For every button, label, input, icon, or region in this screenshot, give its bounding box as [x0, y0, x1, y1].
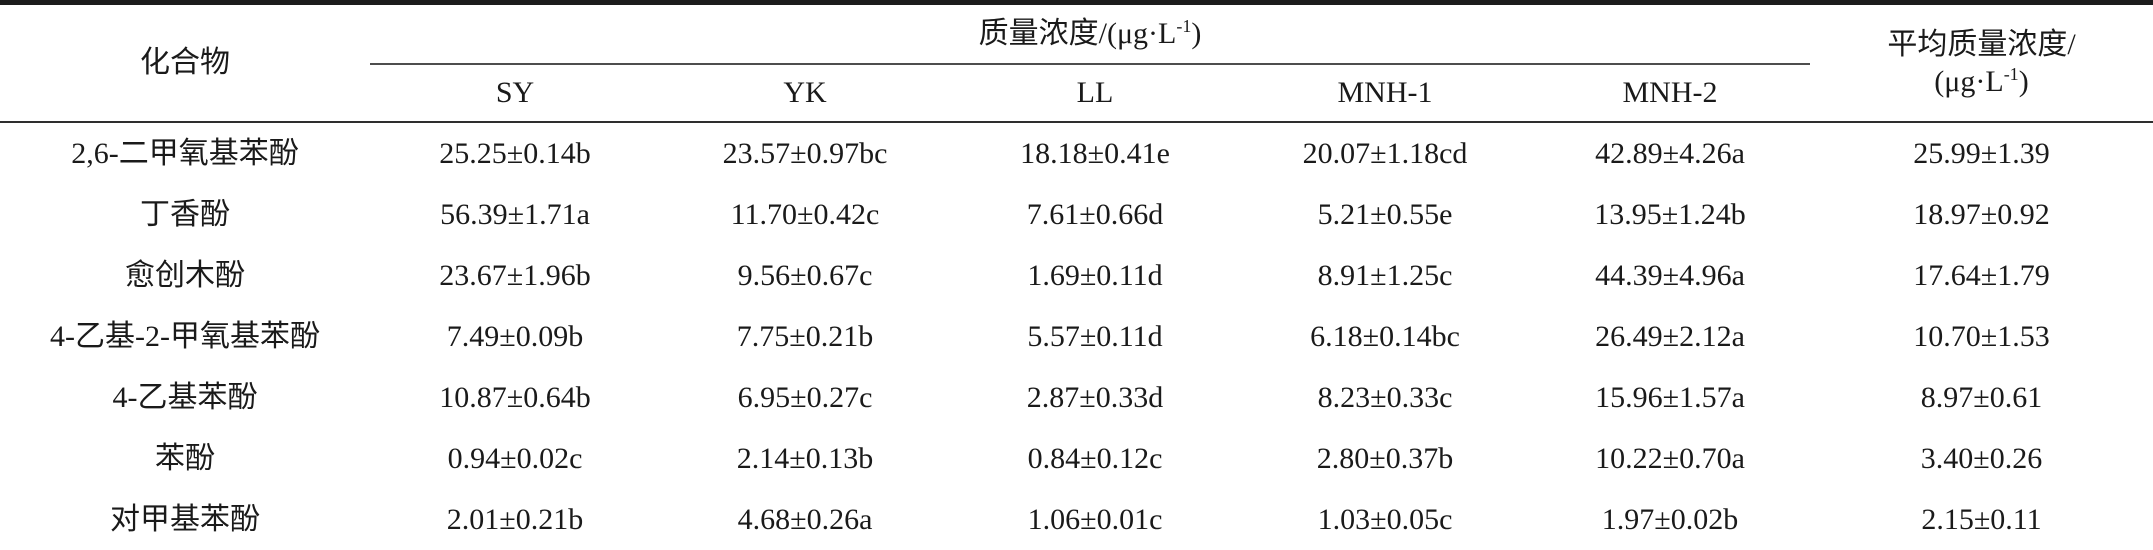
mean-cell: 2.15±0.11 [1921, 502, 2042, 536]
concentration-cell: 56.39±1.71a [440, 197, 590, 231]
concentration-cell: 26.49±2.12a [1595, 319, 1745, 353]
header-row-group: 化合物 质量浓度/(μg·L-1) 平均质量浓度/ (μg·L-1) [0, 2, 2153, 123]
concentration-cell: 42.89±4.26a [1595, 136, 1745, 170]
concentration-cell: 7.49±0.09b [446, 319, 584, 353]
concentration-cell: 8.23±0.33c [1317, 380, 1453, 414]
mean-cell: 3.40±0.26 [1920, 441, 2043, 475]
compound-cell: 2,6-二甲氧基苯酚 [71, 136, 299, 170]
table-row: 愈创木酚 23.67±1.96b 9.56±0.67c 1.69±0.11d 8… [0, 245, 2153, 306]
header-row-samples: SY YK LL MNH-1 MNH-2 [0, 64, 2153, 123]
average-header-line2: (μg·L-1) [1810, 63, 2153, 101]
concentration-cell: 0.84±0.12c [1027, 441, 1163, 475]
concentration-cell: 8.91±1.25c [1317, 258, 1453, 292]
sample-column-header-ll: LL [950, 64, 1240, 123]
concentration-cell: 7.75±0.21b [736, 319, 874, 353]
mass-concentration-group-header: 质量浓度/(μg·L-1) [370, 2, 1810, 65]
compound-column-header: 化合物 [0, 2, 370, 123]
table-row: 4-乙基苯酚 10.87±0.64b 6.95±0.27c 2.87±0.33d… [0, 367, 2153, 428]
average-column-header: 平均质量浓度/ (μg·L-1) [1810, 2, 2153, 123]
concentration-cell: 1.97±0.02b [1601, 502, 1739, 536]
sample-column-header-yk: YK [660, 64, 950, 123]
compound-cell: 苯酚 [155, 441, 215, 475]
concentration-cell: 7.61±0.66d [1026, 197, 1164, 231]
concentration-cell: 1.06±0.01c [1027, 502, 1163, 536]
average-unit-prefix: (μg·L [1934, 65, 2004, 98]
compound-cell: 对甲基苯酚 [110, 502, 260, 536]
concentration-cell: 2.80±0.37b [1316, 441, 1454, 475]
mean-cell: 8.97±0.61 [1920, 380, 2043, 414]
group-header-text: 质量浓度/(μg·L [978, 17, 1177, 51]
mean-cell: 25.99±1.39 [1913, 136, 2050, 170]
concentration-cell: 6.95±0.27c [737, 380, 873, 414]
compound-cell: 丁香酚 [140, 197, 230, 231]
concentration-cell: 0.94±0.02c [447, 441, 583, 475]
sample-column-header-sy: SY [370, 64, 660, 123]
average-header-line1: 平均质量浓度/ [1887, 27, 2076, 61]
concentration-cell: 4.68±0.26a [737, 502, 873, 536]
group-header-suffix: ) [1191, 17, 1202, 51]
table-row: 苯酚 0.94±0.02c 2.14±0.13b 0.84±0.12c 2.80… [0, 428, 2153, 489]
concentration-cell: 23.67±1.96b [439, 258, 591, 292]
concentration-cell: 20.07±1.18cd [1302, 136, 1468, 170]
compound-column-label: 化合物 [140, 46, 230, 80]
compound-cell: 4-乙基苯酚 [112, 380, 258, 414]
concentration-cell: 2.87±0.33d [1026, 380, 1164, 414]
concentration-cell: 5.57±0.11d [1027, 319, 1163, 353]
average-unit-suffix: ) [2018, 65, 2029, 98]
concentration-cell: 44.39±4.96a [1595, 258, 1745, 292]
concentration-cell: 10.87±0.64b [439, 380, 591, 414]
concentration-cell: 5.21±0.55e [1317, 197, 1453, 231]
mean-cell: 17.64±1.79 [1913, 258, 2050, 292]
table-row: 2,6-二甲氧基苯酚 25.25±0.14b 23.57±0.97bc 18.1… [0, 122, 2153, 184]
unit-superscript: -1 [1176, 16, 1192, 37]
sample-column-header-mnh1: MNH-1 [1240, 64, 1530, 123]
concentration-cell: 13.95±1.24b [1594, 197, 1746, 231]
concentration-cell: 1.69±0.11d [1027, 258, 1163, 292]
compound-cell: 4-乙基-2-甲氧基苯酚 [50, 319, 320, 353]
concentration-cell: 18.18±0.41e [1020, 136, 1170, 170]
concentration-cell: 6.18±0.14bc [1310, 319, 1460, 353]
concentration-cell: 15.96±1.57a [1595, 380, 1745, 414]
concentration-cell: 10.22±0.70a [1595, 441, 1745, 475]
mean-cell: 18.97±0.92 [1913, 197, 2050, 231]
mean-cell: 10.70±1.53 [1913, 319, 2050, 353]
concentration-cell: 25.25±0.14b [439, 136, 591, 170]
concentration-cell: 2.14±0.13b [736, 441, 874, 475]
average-unit-superscript: -1 [2003, 64, 2019, 84]
concentration-cell: 1.03±0.05c [1317, 502, 1453, 536]
sample-column-header-mnh2: MNH-2 [1530, 64, 1810, 123]
table-row: 丁香酚 56.39±1.71a 11.70±0.42c 7.61±0.66d 5… [0, 184, 2153, 245]
table-row: 4-乙基-2-甲氧基苯酚 7.49±0.09b 7.75±0.21b 5.57±… [0, 306, 2153, 367]
concentration-cell: 2.01±0.21b [446, 502, 584, 536]
table-row: 对甲基苯酚 2.01±0.21b 4.68±0.26a 1.06±0.01c 1… [0, 489, 2153, 550]
concentration-cell: 23.57±0.97bc [722, 136, 888, 170]
concentration-cell: 9.56±0.67c [737, 258, 873, 292]
compound-cell: 愈创木酚 [125, 258, 245, 292]
concentration-cell: 11.70±0.42c [730, 197, 880, 231]
